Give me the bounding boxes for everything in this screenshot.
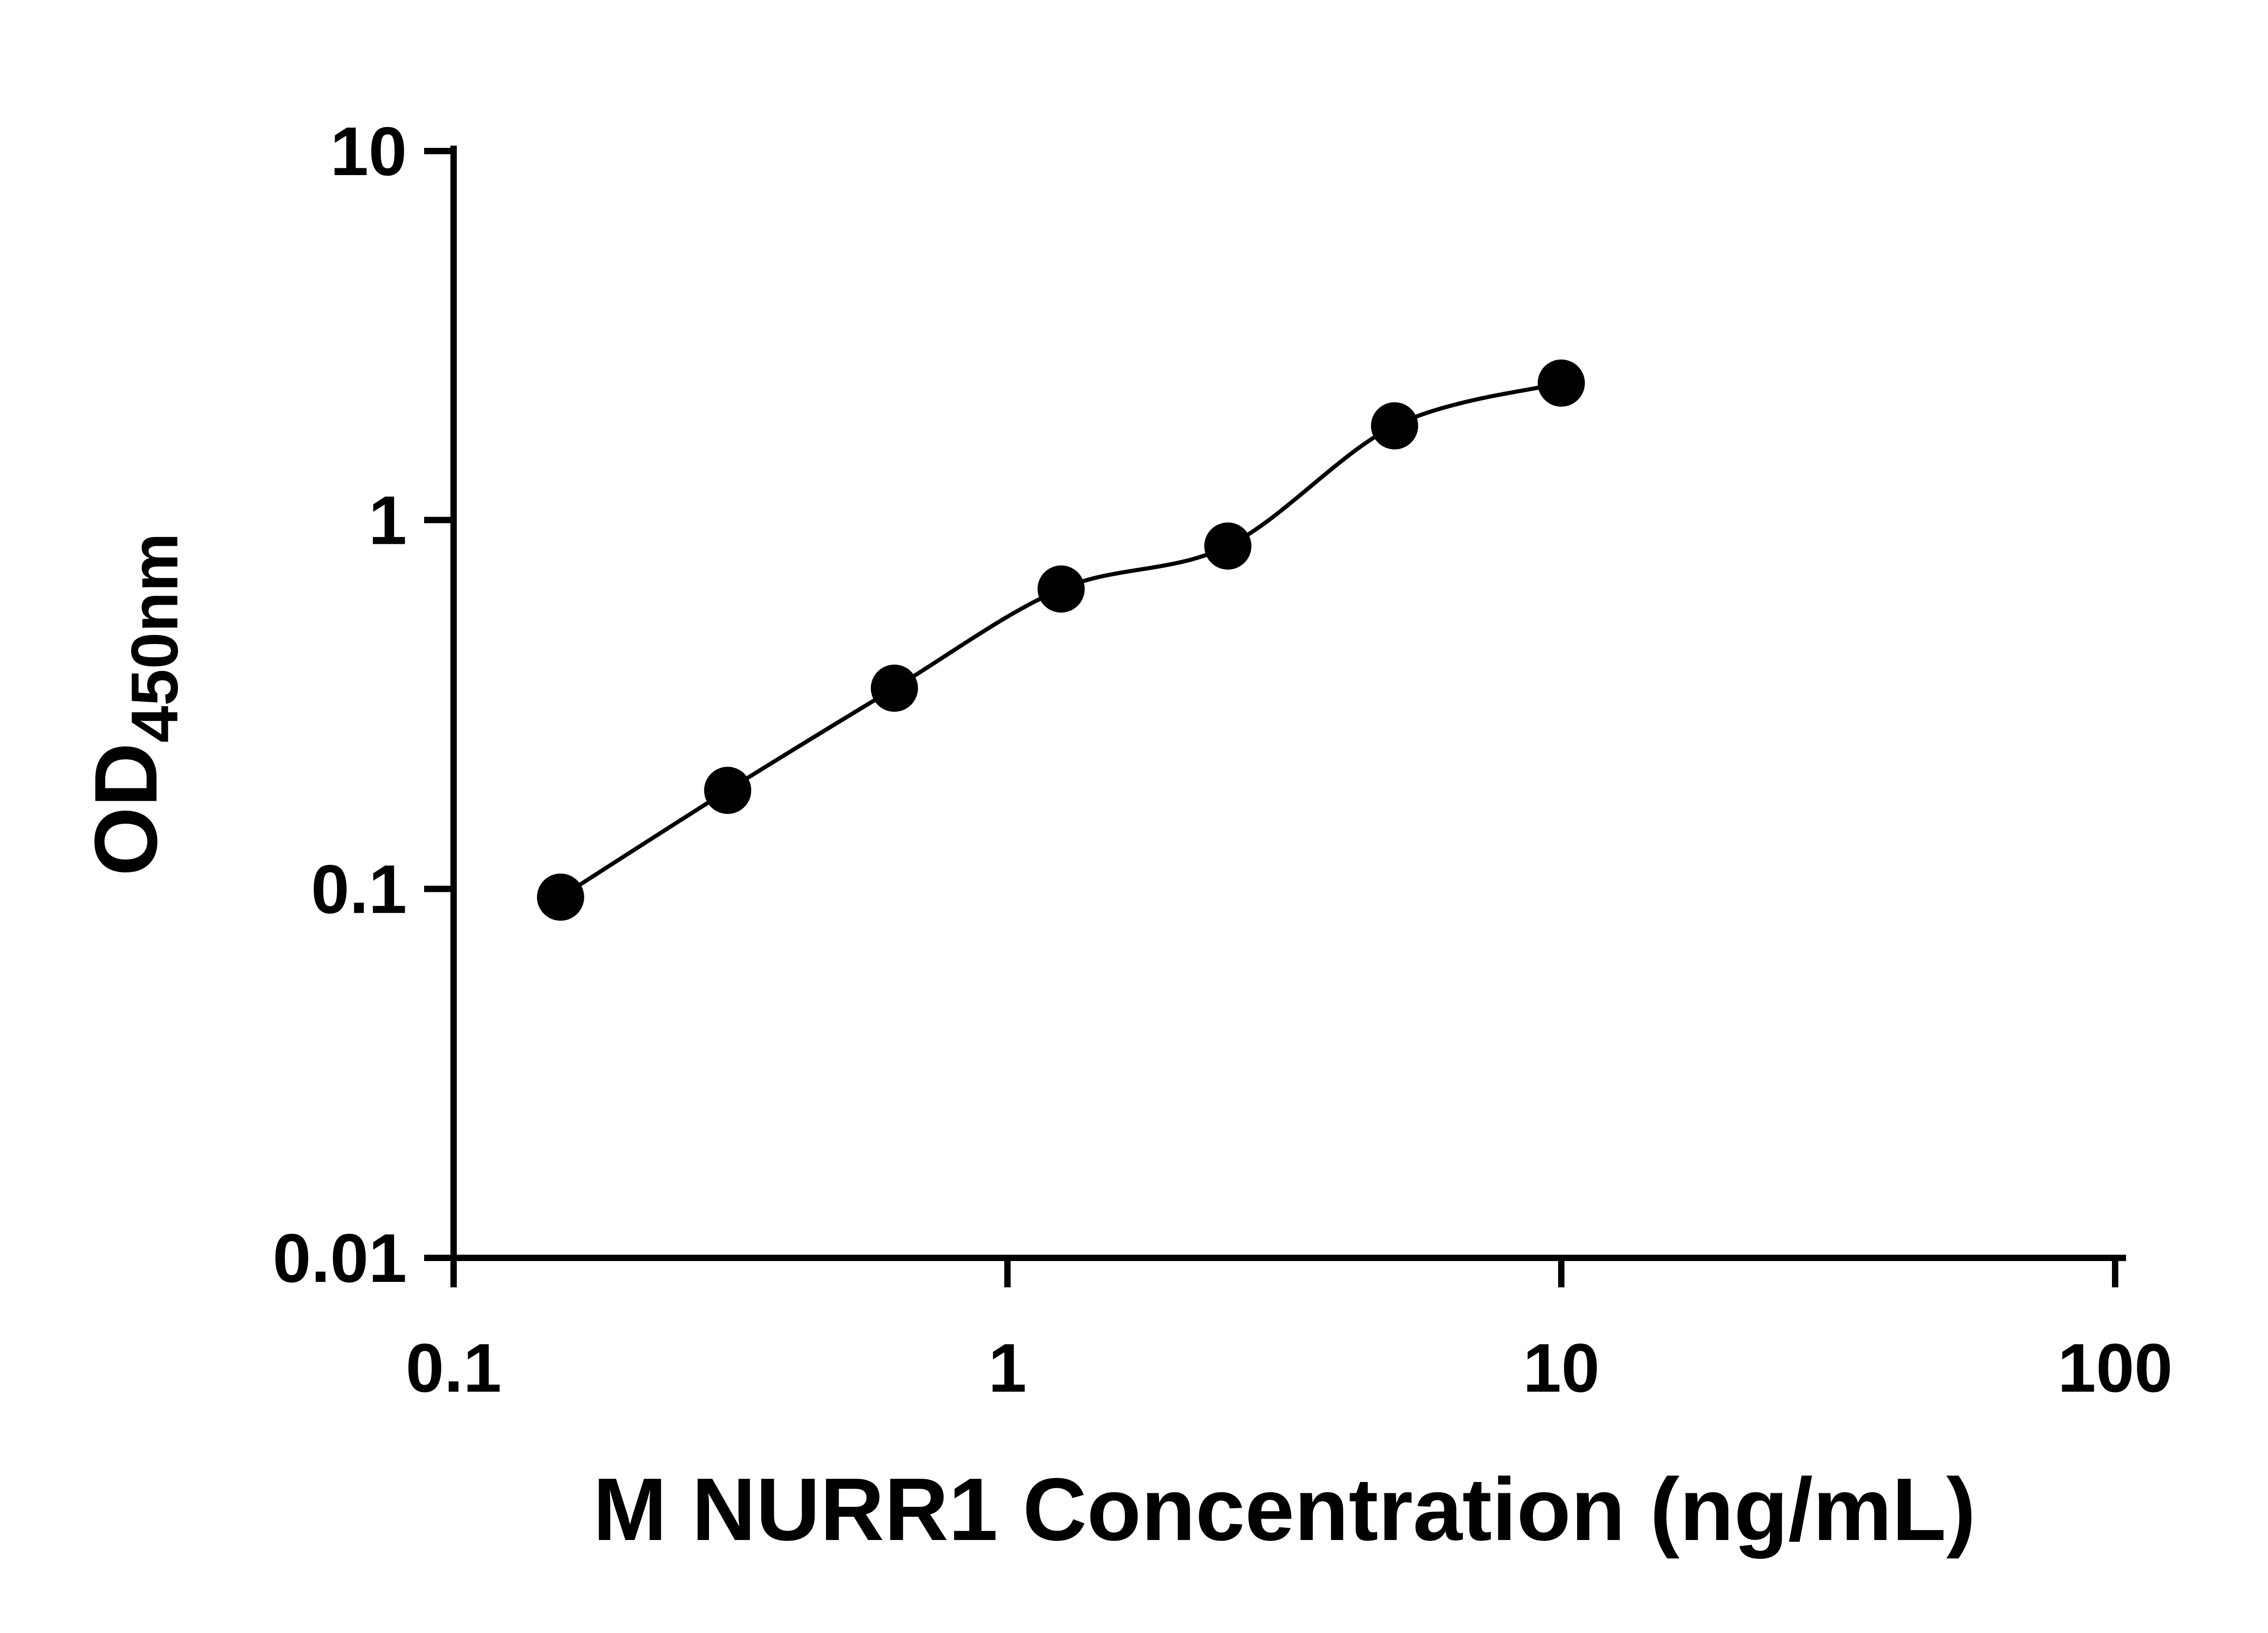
x-tick-label: 0.1 <box>406 1330 501 1407</box>
axis-lines <box>450 146 2126 1261</box>
data-point <box>1538 359 1585 407</box>
data-point <box>537 873 584 921</box>
x-tick-label: 100 <box>2058 1330 2173 1407</box>
data-point <box>1371 402 1418 450</box>
y-axis-title-main: OD <box>76 743 176 876</box>
data-points <box>537 359 1585 921</box>
fit-curve <box>558 381 1564 900</box>
x-axis-title: M NURR1 Concentration (ng/mL) <box>593 1460 1976 1559</box>
y-axis-title: OD450nm <box>76 533 191 876</box>
y-tick-label: 1 <box>368 482 407 559</box>
data-point <box>870 665 918 712</box>
axes <box>450 146 2126 1261</box>
data-point <box>1037 565 1085 613</box>
data-point <box>1204 522 1251 570</box>
y-tick-label: 10 <box>330 113 407 190</box>
y-axis-title-subscript: 450nm <box>117 533 191 743</box>
y-tick-label: 0.1 <box>311 851 407 928</box>
y-tick-label: 0.01 <box>273 1220 407 1297</box>
x-tick-label: 10 <box>1523 1330 1599 1407</box>
x-tick-label: 1 <box>988 1330 1027 1407</box>
x-axis-ticks: 0.1 1 10 100 <box>406 1261 2173 1407</box>
data-point <box>704 767 752 814</box>
y-axis-ticks: 0.01 0.1 1 10 <box>273 113 450 1297</box>
